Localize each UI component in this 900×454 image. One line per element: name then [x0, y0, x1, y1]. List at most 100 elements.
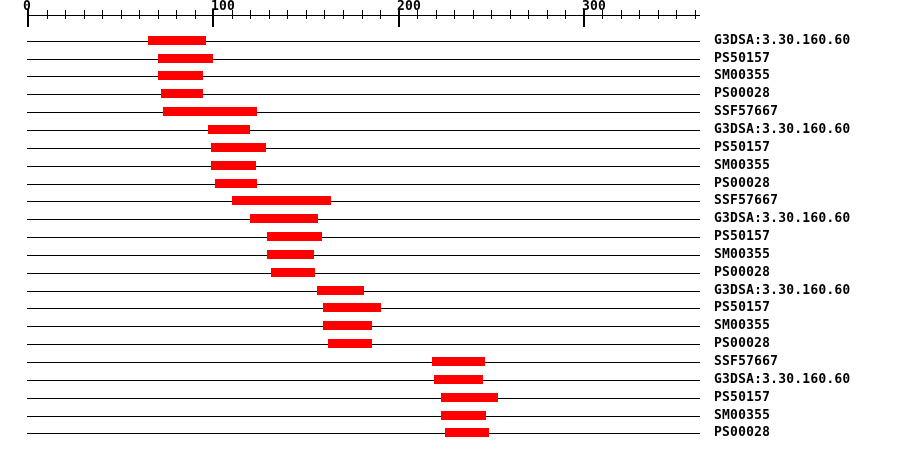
feature-label: SM00355	[714, 408, 771, 423]
feature-bar	[441, 393, 498, 402]
axis-minor-tick	[102, 10, 103, 19]
feature-bar	[441, 411, 486, 420]
feature-bar	[215, 179, 257, 188]
feature-label: PS50157	[714, 390, 771, 405]
feature-label: G3DSA:3.30.160.60	[714, 122, 851, 137]
row-baseline	[27, 237, 700, 238]
feature-bar	[432, 357, 485, 366]
axis-minor-tick	[139, 10, 140, 19]
feature-bar	[323, 303, 381, 312]
feature-bar	[161, 89, 203, 98]
axis-minor-tick	[695, 10, 696, 19]
row-baseline	[27, 94, 700, 95]
axis-minor-tick	[565, 10, 566, 19]
row-baseline	[27, 112, 700, 113]
axis-minor-tick	[47, 10, 48, 19]
axis-minor-tick	[84, 10, 85, 19]
row-baseline	[27, 148, 700, 149]
row-baseline	[27, 130, 700, 131]
row-baseline	[27, 362, 700, 363]
axis-major-tick	[398, 9, 400, 27]
feature-label: PS50157	[714, 51, 771, 66]
axis-tick-label: 0	[23, 0, 32, 14]
feature-label: SSF57667	[714, 193, 779, 208]
feature-label: SM00355	[714, 68, 771, 83]
feature-label: G3DSA:3.30.160.60	[714, 211, 851, 226]
axis-minor-tick	[343, 10, 344, 19]
feature-label: PS00028	[714, 265, 771, 280]
axis-minor-tick	[121, 10, 122, 19]
axis-minor-tick	[547, 10, 548, 19]
axis-minor-tick	[250, 10, 251, 19]
axis-minor-tick	[269, 10, 270, 19]
feature-bar	[328, 339, 372, 348]
axis-minor-tick	[491, 10, 492, 19]
feature-label: G3DSA:3.30.160.60	[714, 283, 851, 298]
axis-minor-tick	[602, 10, 603, 19]
feature-label: PS00028	[714, 86, 771, 101]
row-baseline	[27, 41, 700, 42]
axis-minor-tick	[436, 10, 437, 19]
row-baseline	[27, 76, 700, 77]
feature-label: PS50157	[714, 300, 771, 315]
feature-bar	[434, 375, 483, 384]
row-baseline	[27, 184, 700, 185]
axis-minor-tick	[287, 10, 288, 19]
row-baseline	[27, 398, 700, 399]
axis-minor-tick	[362, 10, 363, 19]
axis-minor-tick	[639, 10, 640, 19]
axis-minor-tick	[195, 10, 196, 19]
feature-bar	[158, 71, 203, 80]
axis-minor-tick	[324, 10, 325, 19]
row-baseline	[27, 433, 700, 434]
row-baseline	[27, 201, 700, 202]
feature-bar	[445, 428, 489, 437]
row-baseline	[27, 416, 700, 417]
row-baseline	[27, 166, 700, 167]
feature-label: PS50157	[714, 229, 771, 244]
row-baseline	[27, 219, 700, 220]
feature-bar	[323, 321, 372, 330]
feature-label: G3DSA:3.30.160.60	[714, 372, 851, 387]
feature-bar	[250, 214, 318, 223]
feature-label: PS50157	[714, 140, 771, 155]
feature-bar	[208, 125, 250, 134]
feature-label: SM00355	[714, 247, 771, 262]
axis-minor-tick	[158, 10, 159, 19]
feature-bar	[267, 232, 322, 241]
axis-minor-tick	[510, 10, 511, 19]
feature-bar	[211, 161, 256, 170]
axis-minor-tick	[621, 10, 622, 19]
feature-bar	[148, 36, 206, 45]
axis-tick-label: 300	[582, 0, 607, 14]
row-baseline	[27, 380, 700, 381]
feature-label: PS00028	[714, 336, 771, 351]
feature-label: PS00028	[714, 176, 771, 191]
feature-bar	[211, 143, 266, 152]
feature-bar	[271, 268, 315, 277]
feature-label: G3DSA:3.30.160.60	[714, 33, 851, 48]
axis-line	[27, 15, 700, 16]
axis-minor-tick	[176, 10, 177, 19]
feature-label: PS00028	[714, 425, 771, 440]
row-baseline	[27, 59, 700, 60]
row-baseline	[27, 255, 700, 256]
axis-minor-tick	[232, 10, 233, 19]
axis-minor-tick	[454, 10, 455, 19]
feature-bar	[232, 196, 331, 205]
axis-minor-tick	[417, 10, 418, 19]
feature-label: SSF57667	[714, 104, 779, 119]
axis-minor-tick	[65, 10, 66, 19]
row-baseline	[27, 273, 700, 274]
feature-label: SSF57667	[714, 354, 779, 369]
feature-bar	[163, 107, 257, 116]
feature-bar	[317, 286, 364, 295]
feature-label: SM00355	[714, 158, 771, 173]
axis-major-tick	[583, 9, 585, 27]
axis-minor-tick	[676, 10, 677, 19]
axis-minor-tick	[306, 10, 307, 19]
feature-bar	[158, 54, 213, 63]
axis-minor-tick	[528, 10, 529, 19]
feature-bar	[267, 250, 314, 259]
